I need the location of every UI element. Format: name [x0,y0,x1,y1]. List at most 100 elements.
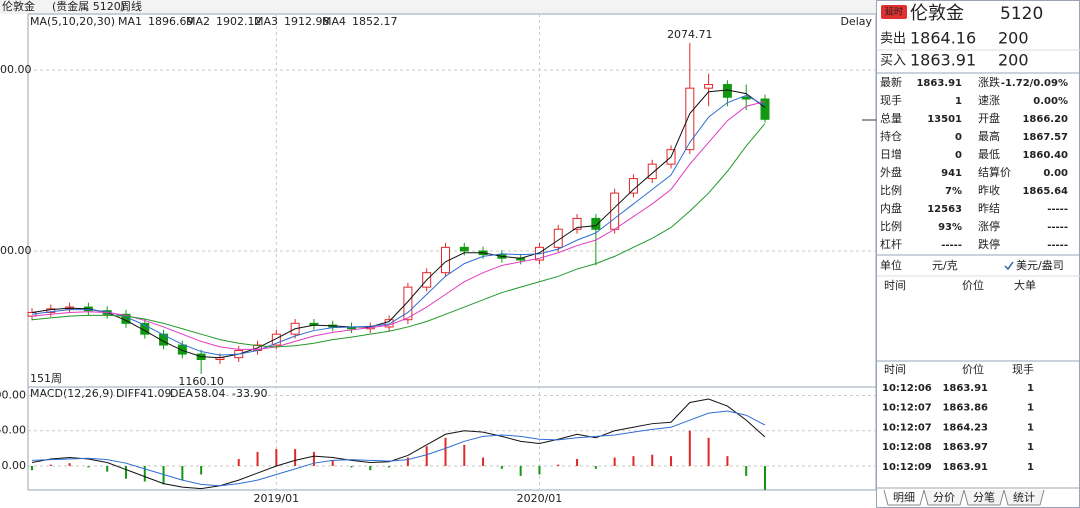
unit-option-checked[interactable]: 美元/盎司 [1016,258,1064,272]
tick-time: 10:12:07 [882,403,932,414]
tab[interactable] [883,489,925,506]
tab[interactable] [963,489,1005,506]
tick-header: 现手 [1012,362,1034,376]
stat-label: 跌停 [978,237,1000,251]
tab-label[interactable]: 统计 [1013,491,1035,504]
candle-body [610,192,620,230]
ma-name: MA2 [186,15,210,28]
tick-volume: 1 [1027,462,1034,473]
tab-label[interactable]: 分价 [933,491,955,504]
ma-value: 1852.17 [352,15,398,28]
ma-name: MA4 [322,15,346,28]
stat-value: -1.72/0.09% [1001,78,1068,89]
tick-volume: 1 [1027,422,1034,433]
stat-value: 7% [945,186,962,197]
candle-body [572,217,582,230]
big-order-header: 价位 [962,278,984,292]
stat-label: 比例 [880,219,902,233]
ma-value: 1896.69 [148,15,194,28]
sell-price: 1864.16 [910,29,976,48]
stat-label: 持仓 [880,129,902,143]
stat-value: 941 [941,168,962,179]
macd-value: 58.04 [194,387,226,400]
quote-name: 伦敦金 [910,3,964,24]
stat-label: 最低 [978,148,1000,161]
candle-body [459,246,469,252]
macd-line [31,410,766,487]
sell-volume: 200 [998,29,1029,48]
stat-value: 12563 [927,204,962,215]
ma-label: MA(5,10,20,30) [30,15,115,28]
stat-value: 1867.57 [1022,132,1068,143]
tick-time: 10:12:07 [882,422,932,433]
tick-volume: 1 [1027,442,1034,453]
buy-volume: 200 [998,51,1029,70]
stat-label: 结算价 [978,165,1011,179]
stat-label: 总量 [880,111,902,125]
y-tick-label: 100.00 [0,388,26,401]
unit-option[interactable]: 元/克 [932,259,958,272]
high-annotation: 2074.71 [667,28,713,41]
candle-body [177,344,187,355]
stat-value: 1866.20 [1022,114,1068,125]
y-tick-label: 50.00 [0,424,26,437]
macd-value: 41.09 [140,387,172,400]
stat-label: 内盘 [880,201,902,215]
tick-price: 1863.91 [942,383,988,394]
macd-label: MACD(12,26,9) [30,387,114,400]
checkmark [1004,261,1014,271]
stat-label: 昨收 [978,183,1000,197]
stat-value: 93% [938,222,962,233]
candle-body [647,163,657,180]
quote-code: 5120 [1000,4,1043,24]
toolbar-name[interactable]: 伦敦金 [2,0,35,13]
stat-value: 0 [955,132,962,143]
macd-hist-value: -33.90 [232,387,267,400]
stat-value: 0 [955,150,962,161]
tick-time: 10:12:09 [882,462,932,473]
tick-volume: 1 [1027,403,1034,414]
stat-value: ----- [1047,204,1068,215]
sell-label: 卖出 [880,32,906,47]
tick-time: 10:12:06 [882,383,932,394]
macd-name: DEA [170,387,193,400]
stat-value: ----- [941,240,962,251]
candle-body [741,96,751,100]
tick-header: 时间 [884,363,906,376]
ma-value: 1912.98 [284,15,330,28]
badge: 延时 [885,6,903,18]
tick-time: 10:12:08 [882,442,932,453]
ma-line [31,101,766,350]
stat-label: 开盘 [978,111,1000,125]
y-tick-label: 1500.00 [0,244,32,257]
ma-line [31,94,766,356]
ma-name: MA1 [118,15,142,28]
badge-bg [881,5,907,19]
candle-body [704,84,714,89]
stat-value: 1860.40 [1022,150,1068,161]
delay-label: Delay [840,15,872,28]
tab-label[interactable]: 明细 [893,491,915,504]
x-tick-label: 2020/01 [517,492,563,505]
stat-label: 速涨 [978,94,1000,107]
stat-value: ----- [1047,222,1068,233]
stat-label: 比例 [880,183,902,197]
stat-label: 杠杆 [880,237,902,251]
tick-price: 1863.86 [942,403,988,414]
low-annotation: 1160.10 [178,375,224,388]
stat-label: 涨停 [978,219,1000,233]
tick-price: 1864.23 [942,422,988,433]
stat-label: 涨跌 [978,75,1000,89]
y-tick-label: 2000.00 [0,63,32,76]
big-order-header: 时间 [884,279,906,292]
tab-label[interactable]: 分笔 [973,490,995,504]
toolbar-period[interactable]: 周线 [120,0,142,13]
tick-volume: 1 [1027,383,1034,394]
stat-value: 0.00% [1033,96,1068,107]
tab[interactable] [923,489,965,506]
candle-body [403,286,413,321]
ma-value: 1902.12 [216,15,262,28]
ma-line [31,123,766,348]
tab[interactable] [1003,489,1045,506]
